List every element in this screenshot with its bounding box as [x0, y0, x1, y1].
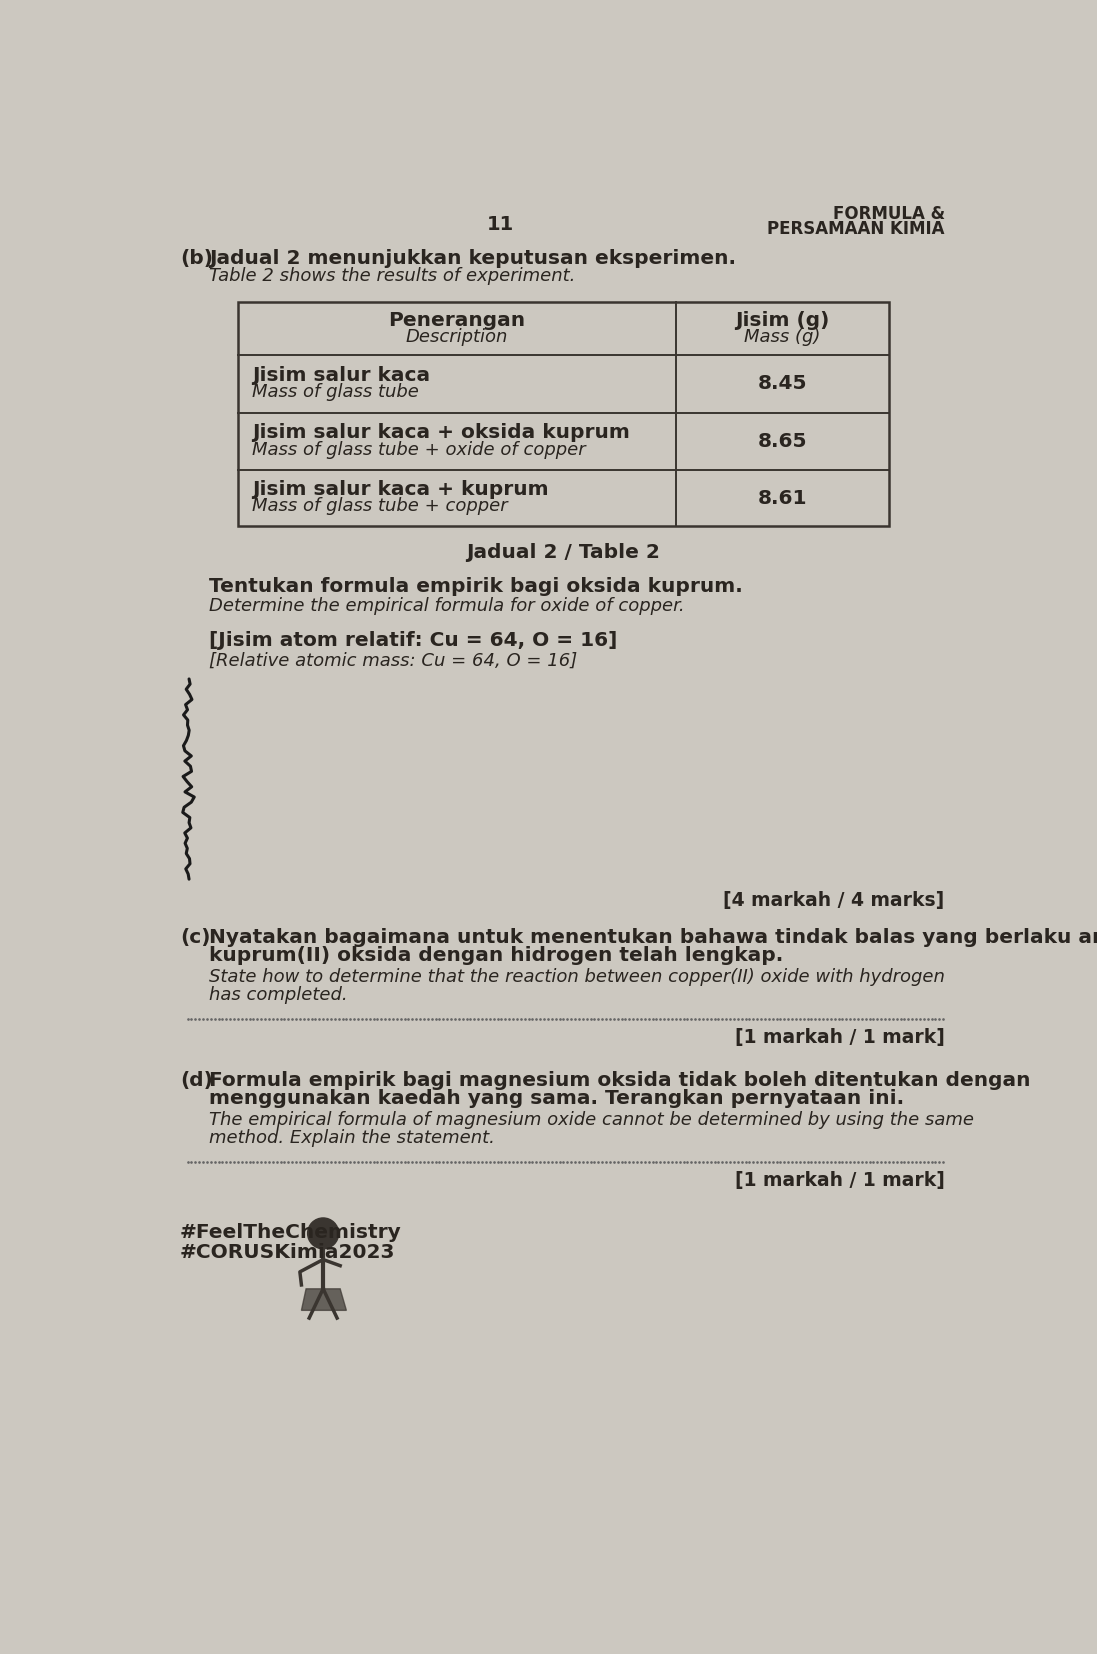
Text: Determine the empirical formula for oxide of copper.: Determine the empirical formula for oxid… — [210, 597, 685, 615]
Text: 8.65: 8.65 — [758, 432, 807, 452]
Circle shape — [307, 1217, 339, 1249]
Text: Tentukan formula empirik bagi oksida kuprum.: Tentukan formula empirik bagi oksida kup… — [210, 577, 743, 597]
Text: Mass of glass tube + oxide of copper: Mass of glass tube + oxide of copper — [252, 442, 586, 458]
Text: [4 markah / 4 marks]: [4 markah / 4 marks] — [723, 892, 945, 910]
Text: Jisim salur kaca + oksida kuprum: Jisim salur kaca + oksida kuprum — [252, 423, 630, 442]
Text: Jadual 2 / Table 2: Jadual 2 / Table 2 — [466, 543, 660, 562]
Text: kuprum(II) oksida dengan hidrogen telah lengkap.: kuprum(II) oksida dengan hidrogen telah … — [210, 946, 783, 966]
Text: [1 markah / 1 mark]: [1 markah / 1 mark] — [735, 1027, 945, 1047]
Text: (d): (d) — [180, 1070, 213, 1090]
Text: [Jisim atom relatif: Cu = 64, O = 16]: [Jisim atom relatif: Cu = 64, O = 16] — [210, 632, 618, 650]
Text: PERSAMAAN KIMIA: PERSAMAAN KIMIA — [767, 220, 945, 238]
Text: (c): (c) — [180, 928, 211, 946]
Text: State how to determine that the reaction between copper(II) oxide with hydrogen: State how to determine that the reaction… — [210, 968, 946, 986]
Text: 11: 11 — [487, 215, 513, 235]
Bar — [238, 303, 889, 526]
Text: FORMULA &: FORMULA & — [833, 205, 945, 223]
Text: has completed.: has completed. — [210, 986, 348, 1004]
Text: Penerangan: Penerangan — [388, 311, 525, 329]
Text: 8.45: 8.45 — [758, 374, 807, 394]
Text: Jisim (g): Jisim (g) — [735, 311, 829, 329]
Text: menggunakan kaedah yang sama. Terangkan pernyataan ini.: menggunakan kaedah yang sama. Terangkan … — [210, 1090, 904, 1108]
Text: Nyatakan bagaimana untuk menentukan bahawa tindak balas yang berlaku antara: Nyatakan bagaimana untuk menentukan baha… — [210, 928, 1097, 946]
Text: 8.61: 8.61 — [758, 488, 807, 508]
Text: method. Explain the statement.: method. Explain the statement. — [210, 1130, 495, 1148]
Text: Mass of glass tube + copper: Mass of glass tube + copper — [252, 498, 508, 516]
Text: Description: Description — [406, 327, 508, 346]
Text: Jisim salur kaca: Jisim salur kaca — [252, 366, 430, 385]
Text: Formula empirik bagi magnesium oksida tidak boleh ditentukan dengan: Formula empirik bagi magnesium oksida ti… — [210, 1070, 1031, 1090]
Text: #CORUSKimia2023: #CORUSKimia2023 — [180, 1244, 395, 1262]
Text: [1 markah / 1 mark]: [1 markah / 1 mark] — [735, 1171, 945, 1189]
Text: Jadual 2 menunjukkan keputusan eksperimen.: Jadual 2 menunjukkan keputusan eksperime… — [210, 248, 736, 268]
Text: Mass (g): Mass (g) — [744, 327, 821, 346]
Polygon shape — [302, 1288, 347, 1310]
Text: (b): (b) — [180, 248, 213, 268]
Text: The empirical formula of magnesium oxide cannot be determined by using the same: The empirical formula of magnesium oxide… — [210, 1111, 974, 1130]
Text: [Relative atomic mass: Cu = 64, O = 16]: [Relative atomic mass: Cu = 64, O = 16] — [210, 652, 577, 670]
Text: Table 2 shows the results of experiment.: Table 2 shows the results of experiment. — [210, 266, 576, 284]
Text: #FeelTheChemistry: #FeelTheChemistry — [180, 1224, 402, 1242]
Text: Mass of glass tube: Mass of glass tube — [252, 384, 419, 402]
Text: Jisim salur kaca + kuprum: Jisim salur kaca + kuprum — [252, 480, 548, 500]
